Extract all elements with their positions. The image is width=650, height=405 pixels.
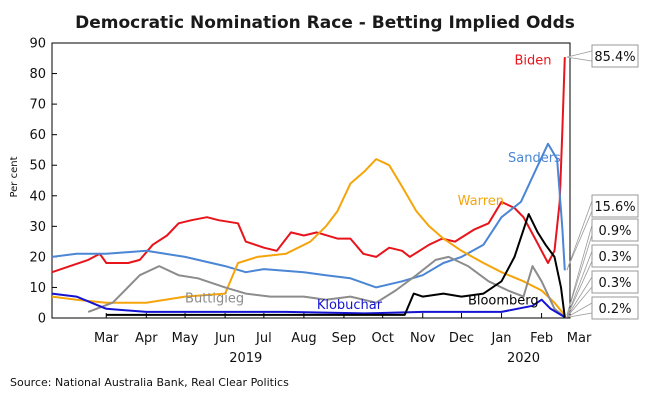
callout-box: [591, 218, 639, 242]
series-line-sanders: [51, 142, 566, 289]
source-note: Source: National Australia Bank, Real Cl…: [10, 376, 289, 389]
callout-pointer: [566, 302, 593, 318]
series-line-bloomberg: [106, 213, 566, 318]
x-tick-label: Feb: [530, 331, 553, 346]
series-label-bloomberg: Bloomberg: [468, 293, 539, 308]
x-tick-label: Mar: [567, 331, 592, 346]
series-label-biden: Biden: [514, 53, 551, 68]
year-label: 2020: [507, 351, 540, 366]
y-tick-label: 40: [29, 189, 46, 204]
y-tick-label: 60: [29, 128, 46, 143]
callout-box: [591, 296, 639, 320]
series-line-klobuchar: [51, 292, 566, 318]
end-value-label: 0.9%: [598, 224, 631, 239]
end-value-label: 15.6%: [594, 200, 635, 215]
plot-area: 0 10 20 30 40 50 60 70 80 90 Mar Apr May Jun Jul Aug Sep…: [29, 37, 639, 366]
y-axis-label: Per cent: [9, 156, 20, 197]
y-tick-label: 0: [38, 312, 46, 327]
series-line-biden: [51, 57, 566, 274]
y-tick-label: 90: [29, 37, 46, 52]
x-tick-label: May: [172, 331, 199, 346]
chart-title: Democratic Nomination Race - Betting Imp…: [75, 13, 575, 33]
y-tick-label: 20: [29, 250, 46, 265]
x-tick-label: Jul: [255, 331, 272, 346]
y-tick-label: 10: [29, 281, 46, 296]
x-tick-label: Jan: [491, 331, 512, 346]
series-label-warren: Warren: [458, 194, 504, 209]
y-tick-label: 30: [29, 220, 46, 235]
y-tick-label: 70: [29, 98, 46, 113]
x-tick-label: Aug: [291, 331, 316, 346]
x-tick-label: Sep: [332, 331, 357, 346]
end-value-label: 0.2%: [598, 302, 631, 317]
callout-box: [591, 44, 639, 68]
series-label-sanders: Sanders: [508, 151, 561, 166]
end-value-label: 0.3%: [598, 250, 631, 265]
y-tick-label: 80: [29, 67, 46, 82]
year-label: 2019: [229, 351, 262, 366]
series-label-buttigieg: Buttigieg: [185, 292, 244, 307]
end-value-label: 85.4%: [594, 50, 635, 65]
x-tick-label: Nov: [410, 331, 436, 346]
x-tick-label: Apr: [135, 331, 158, 346]
callout-box: [591, 270, 639, 294]
y-tick-label: 50: [29, 159, 46, 174]
callout-box: [591, 244, 639, 268]
series-label-klobuchar: Klobuchar: [317, 298, 383, 313]
series-line-buttigieg: [87, 255, 566, 318]
x-tick-label: Dec: [449, 331, 474, 346]
callout-box: [591, 194, 639, 218]
plot-frame: [51, 42, 571, 319]
callout-pointer: [566, 50, 593, 62]
x-tick-label: Jun: [214, 331, 235, 346]
x-tick-label: Mar: [94, 331, 119, 346]
end-value-label: 0.3%: [598, 276, 631, 291]
series-line-warren: [51, 158, 566, 316]
x-tick-label: Oct: [371, 331, 393, 346]
